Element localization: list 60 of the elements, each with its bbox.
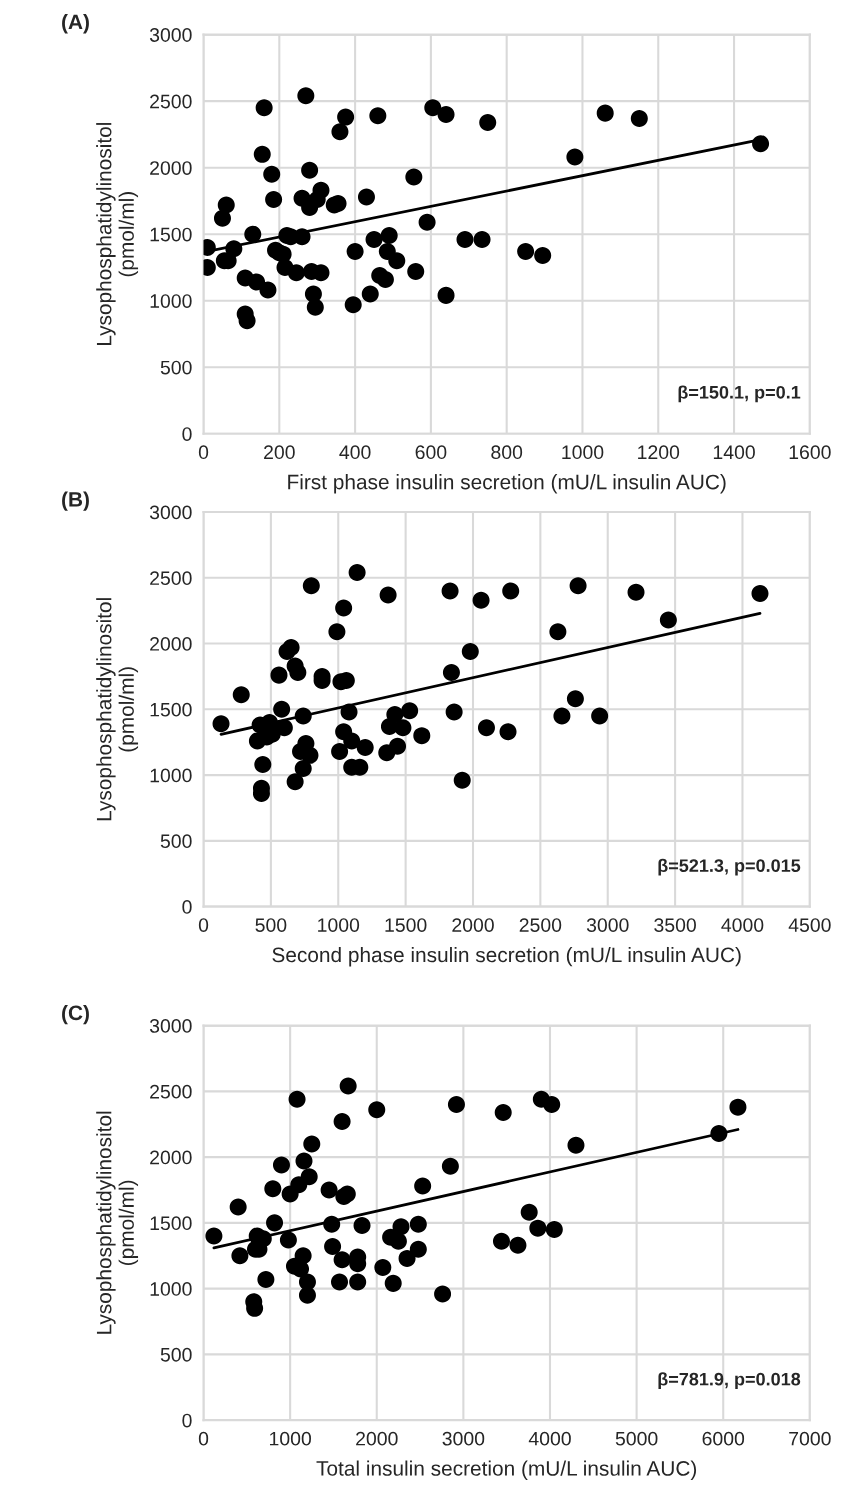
x-tick-label: 5000 (615, 1431, 658, 1446)
x-tick-label: 3000 (442, 1431, 485, 1446)
y-tick-label: 1000 (150, 294, 192, 308)
chart-title: (A) (62, 13, 89, 34)
x-tick-label: 0 (198, 445, 209, 460)
x-tick-label: 0 (198, 918, 209, 933)
chart-title: (C) (62, 1004, 89, 1025)
y-tick-label: 2000 (150, 1150, 192, 1165)
x-tick-label: 1000 (269, 1431, 312, 1446)
x-tick-label: 4000 (528, 1431, 571, 1446)
x-tick-label: 3500 (654, 918, 696, 933)
x-tick-label: 800 (491, 445, 523, 460)
y-tick-label: 2500 (150, 1084, 192, 1099)
annotation: β=150.1, p=0.1 (678, 385, 801, 403)
x-axis-title: First phase insulin secretion (mU/L insulin AUC) (288, 474, 726, 494)
y-axis-title: Lysophosphatidylinositol (pmol/ml) (96, 123, 139, 345)
y-tick-label: 2500 (150, 571, 192, 586)
x-tick-label: 600 (415, 445, 447, 460)
x-tick-label: 1200 (638, 445, 680, 460)
x-tick-label: 200 (264, 445, 295, 460)
x-tick-label: 6000 (702, 1431, 745, 1446)
y-tick-label: 500 (160, 834, 192, 849)
x-tick-label: 2000 (452, 918, 494, 933)
x-tick-label: 2000 (356, 1431, 398, 1446)
x-tick-label: 500 (255, 918, 287, 933)
annotation: β=521.3, p=0.015 (658, 858, 801, 876)
y-tick-label: 0 (182, 900, 192, 914)
x-tick-label: 1600 (789, 445, 831, 460)
y-tick-label: 0 (182, 427, 192, 441)
x-axis-title: Total insulin secretion (mU/L insulin AUC) (316, 1460, 697, 1480)
y-tick-label: 500 (160, 360, 192, 375)
y-tick-label: 1500 (150, 1216, 192, 1231)
x-tick-label: 3000 (586, 918, 629, 933)
chart-title: (B) (62, 491, 89, 511)
x-tick-label: 2500 (519, 918, 562, 933)
x-tick-label: 1500 (385, 918, 427, 933)
y-tick-label: 2500 (150, 94, 192, 109)
y-axis-title: Lysophosphatidylinositol (pmol/ml) (96, 598, 139, 821)
y-tick-label: 2000 (150, 161, 192, 175)
x-tick-label: 4000 (721, 918, 764, 933)
y-tick-label: 2000 (150, 637, 192, 651)
y-tick-label: 3000 (149, 28, 192, 42)
y-tick-label: 0 (182, 1413, 192, 1428)
x-tick-label: 1000 (318, 918, 360, 933)
y-tick-label: 1000 (150, 768, 192, 783)
y-tick-label: 500 (160, 1347, 192, 1362)
x-tick-label: 400 (339, 445, 371, 460)
y-tick-label: 3000 (149, 1019, 192, 1033)
y-tick-label: 3000 (149, 505, 192, 520)
y-axis-title: Lysophosphatidylinositol (pmol/ml) (96, 1111, 139, 1334)
x-tick-label: 4500 (788, 918, 831, 933)
x-tick-label: 1000 (562, 445, 604, 460)
y-tick-label: 1500 (150, 227, 192, 242)
y-tick-label: 1500 (150, 702, 192, 717)
annotation: β=781.9, p=0.018 (658, 1372, 801, 1390)
y-tick-label: 1000 (150, 1282, 192, 1296)
x-tick-label: 0 (198, 1431, 209, 1446)
x-axis-title: Second phase insulin secretion (mU/L insulin AUC) (272, 946, 741, 967)
x-tick-label: 1400 (713, 445, 755, 460)
x-tick-label: 7000 (789, 1431, 831, 1446)
